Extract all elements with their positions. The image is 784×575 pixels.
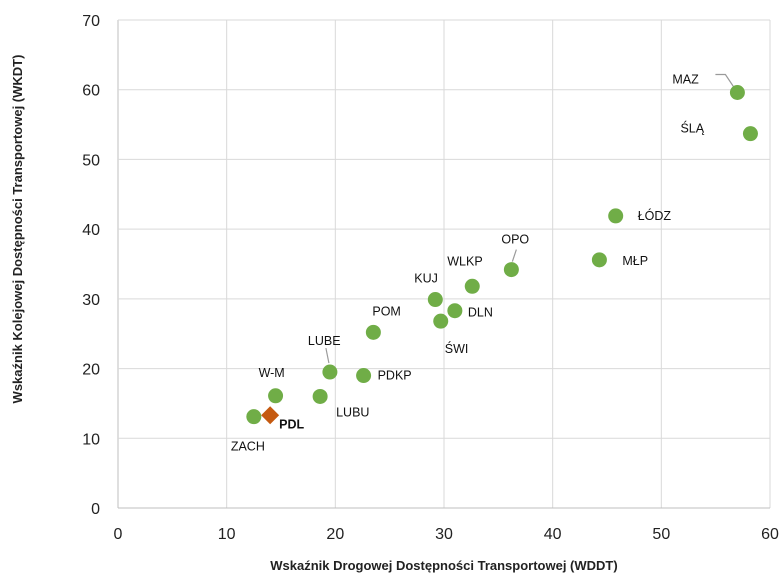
data-point-wlkp [464,278,480,294]
point-label-w-m: W-M [259,366,285,380]
data-point-kuj [427,292,443,308]
gridlines [117,19,771,509]
leader-line [511,249,517,262]
x-tick-label: 10 [218,526,236,543]
point-label-pdkp: PDKP [378,369,412,383]
x-tick-label: 60 [761,526,779,543]
point-label-kuj: KUJ [414,272,438,286]
point-label-wlkp: WLKP [447,254,482,268]
y-tick-label: 40 [82,222,100,239]
y-tick-label: 30 [82,292,100,309]
data-point-świ [433,313,449,329]
point-label-zach: ZACH [231,440,265,454]
data-point-lubu [312,388,328,404]
x-axis-title: Wskaźnik Drogowej Dostępności Transporto… [270,558,617,573]
data-points [246,85,758,425]
y-tick-label: 10 [82,431,100,448]
leader-line [325,347,330,364]
point-label-młp: MŁP [622,254,648,268]
y-tick-label: 20 [82,362,100,379]
point-label-dln: DLN [468,306,493,320]
data-point-młp [591,252,607,268]
y-tick-label: 60 [82,83,100,100]
point-label-maz: MAZ [672,73,699,87]
point-label-świ: ŚWI [445,341,469,356]
point-label-ślą: ŚLĄ [680,121,704,136]
data-point-łódz [608,208,624,224]
y-tick-label: 50 [82,152,100,169]
data-point-pdkp [356,368,372,384]
data-point-ślą [742,126,758,142]
tick-labels: 0 10 20 30 40 50 60 0 10 20 30 40 50 60 70 [82,13,779,543]
x-tick-label: 50 [652,526,670,543]
data-point-lube [322,364,338,380]
y-axis-title: Wskaźnik Kolejowej Dostępności Transport… [10,55,25,404]
x-tick-label: 30 [435,526,453,543]
point-label-lube: LUBE [308,334,341,348]
leader-lines [325,73,734,364]
data-point-dln [447,303,463,319]
x-tick-label: 0 [114,526,123,543]
data-point-opo [503,262,519,278]
data-point-zach [246,409,262,425]
data-point-pdl [261,406,280,425]
data-point-w-m [268,388,284,404]
x-tick-label: 40 [544,526,562,543]
point-label-pdl: PDL [279,417,304,431]
point-labels: MAZ ŚLĄ ŁÓDZ MŁP OPO WLKP KUJ DLN ŚWI POM LUBE PDKP… [231,73,705,454]
x-tick-label: 20 [326,526,344,543]
point-label-pom: POM [372,304,400,318]
leader-line [715,73,734,87]
data-point-maz [729,85,745,101]
point-label-opo: OPO [501,233,529,247]
point-label-lubu: LUBU [336,405,369,419]
y-tick-label: 0 [91,501,100,518]
data-point-pom [365,324,381,340]
point-label-łódz: ŁÓDZ [638,208,672,223]
y-tick-label: 70 [82,13,100,30]
